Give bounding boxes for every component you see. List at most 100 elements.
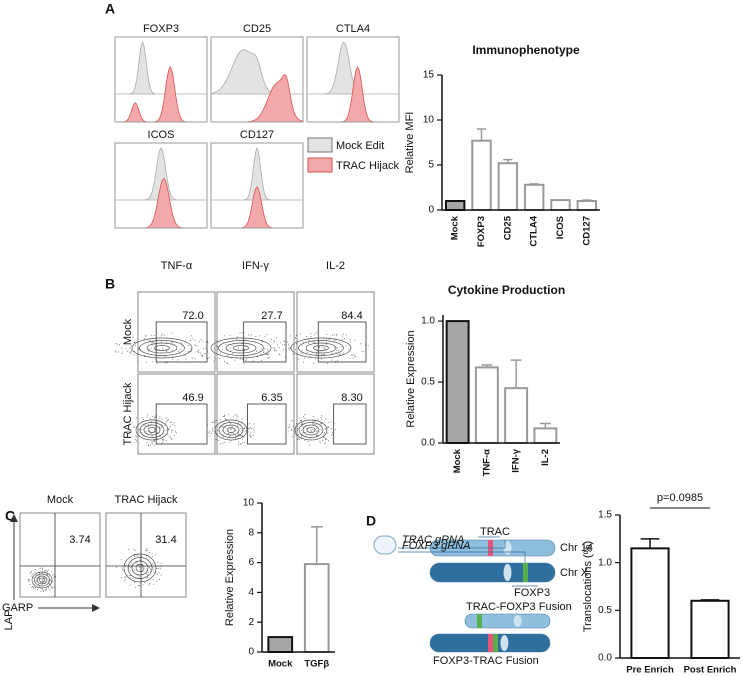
event-dot — [242, 359, 244, 361]
event-dot — [348, 348, 350, 350]
event-dot — [299, 438, 301, 440]
contour — [298, 340, 344, 356]
event-dot — [250, 435, 252, 437]
event-dot — [197, 351, 199, 353]
event-dot — [47, 580, 49, 582]
event-dot — [162, 347, 164, 349]
event-dot — [240, 428, 242, 430]
event-dot — [230, 422, 232, 424]
event-dot — [295, 349, 297, 351]
event-dot — [138, 348, 140, 350]
event-dot — [150, 432, 152, 434]
event-dot — [224, 441, 226, 443]
event-dot — [317, 418, 319, 420]
event-dot — [309, 355, 311, 357]
event-dot — [291, 436, 293, 438]
event-dot — [290, 428, 292, 430]
event-dot — [151, 553, 153, 555]
event-dot — [208, 432, 210, 434]
event-dot — [287, 427, 289, 429]
event-dot — [130, 353, 132, 355]
event-dot — [316, 435, 318, 437]
chart-title: Immunophenotype — [472, 43, 580, 57]
event-dot — [312, 423, 314, 425]
event-dot — [170, 429, 172, 431]
event-dot — [205, 341, 207, 343]
event-dot — [150, 444, 152, 446]
event-dot — [298, 433, 300, 435]
x-tick-label: IFN-γ — [511, 448, 522, 472]
contour — [154, 345, 170, 351]
event-dot — [223, 360, 225, 362]
contour — [131, 560, 149, 576]
event-dot — [304, 439, 306, 441]
event-dot — [174, 425, 176, 427]
event-dot — [171, 431, 173, 433]
event-dot — [327, 440, 329, 442]
y-tick-label: 0 — [428, 205, 434, 216]
event-dot — [361, 351, 363, 353]
event-dot — [130, 348, 132, 350]
event-dot — [129, 574, 131, 576]
event-dot — [134, 555, 136, 557]
event-dot — [306, 350, 308, 352]
event-dot — [114, 350, 116, 352]
event-dot — [227, 362, 229, 364]
event-dot — [304, 414, 306, 416]
event-dot — [31, 575, 33, 577]
event-dot — [300, 352, 302, 354]
event-dot — [260, 348, 262, 350]
event-dot — [239, 358, 241, 360]
y-tick-label: 0.0 — [598, 653, 612, 664]
panel-label: D — [366, 513, 376, 529]
contour — [143, 424, 161, 436]
event-dot — [214, 421, 216, 423]
event-dot — [349, 338, 351, 340]
event-dot — [135, 344, 137, 346]
y-axis-label: Relative Expression — [405, 330, 417, 427]
x-tick-label: CD127 — [581, 216, 592, 246]
event-dot — [288, 343, 290, 345]
event-dot — [360, 343, 362, 345]
event-dot — [301, 435, 303, 437]
event-dot — [221, 426, 223, 428]
event-dot — [315, 332, 317, 334]
contour — [218, 340, 264, 356]
event-dot — [295, 337, 297, 339]
event-dot — [125, 576, 127, 578]
event-dot — [151, 443, 153, 445]
y-label: LAP — [3, 610, 15, 631]
diagram-label: TRAC — [480, 526, 510, 538]
event-dot — [247, 428, 249, 430]
legend-swatch — [307, 137, 333, 153]
event-dot — [181, 345, 183, 347]
event-dot — [238, 346, 240, 348]
diagram-label: FOXP3 gRNA — [402, 540, 470, 552]
event-dot — [223, 335, 225, 337]
event-dot — [304, 431, 306, 433]
event-dot — [33, 576, 35, 578]
event-dot — [264, 336, 266, 338]
event-dot — [52, 586, 54, 588]
event-dot — [40, 591, 42, 593]
event-dot — [316, 427, 318, 429]
event-dot — [243, 428, 245, 430]
y-tick-label: 15 — [423, 70, 435, 81]
event-dot — [227, 343, 229, 345]
y-tick-label: 10 — [243, 498, 255, 509]
plot-title: Mock — [47, 494, 74, 506]
event-dot — [331, 359, 333, 361]
event-dot — [153, 334, 155, 336]
event-dot — [354, 339, 356, 341]
event-dot — [127, 430, 129, 432]
event-dot — [146, 416, 148, 418]
event-dot — [245, 359, 247, 361]
row-header: TRAC Hijack — [122, 382, 134, 445]
event-dot — [207, 350, 209, 352]
trac-histogram — [211, 186, 303, 229]
event-dot — [191, 335, 193, 337]
event-dot — [135, 549, 137, 551]
event-dot — [156, 431, 158, 433]
event-dot — [167, 434, 169, 436]
event-dot — [325, 438, 327, 440]
